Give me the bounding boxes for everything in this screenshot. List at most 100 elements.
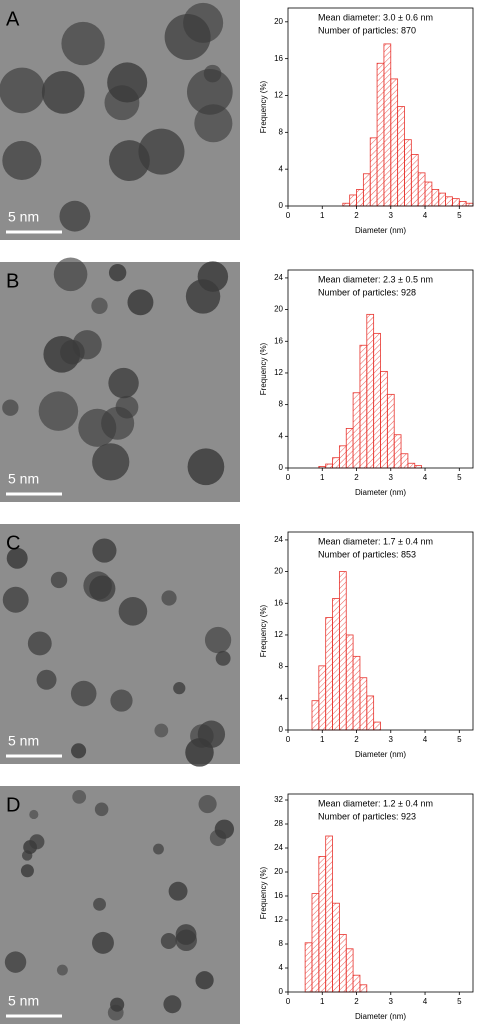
x-tick-label: 2	[354, 473, 359, 482]
y-tick-label: 4	[279, 164, 284, 173]
bar	[424, 181, 433, 207]
x-axis-label: Diameter (nm)	[355, 750, 406, 759]
x-tick-label: 2	[354, 211, 359, 220]
bar	[369, 137, 378, 207]
x-tick-label: 4	[423, 473, 428, 482]
panel-label: C	[6, 532, 20, 554]
particle	[29, 809, 39, 820]
panel-label: B	[6, 270, 19, 292]
particle	[61, 21, 105, 66]
bar	[311, 700, 320, 731]
particle	[83, 571, 112, 600]
x-tick-label: 0	[286, 735, 291, 744]
particle	[138, 128, 185, 175]
scale-bar-label: 5 nm	[8, 471, 39, 487]
particle	[198, 795, 217, 814]
x-tick-label: 5	[457, 997, 462, 1006]
particle	[71, 743, 87, 759]
bar	[332, 598, 340, 731]
x-tick-label: 3	[389, 211, 394, 220]
bar	[373, 721, 381, 731]
bar	[349, 194, 357, 207]
bar	[417, 172, 426, 207]
bar	[386, 393, 395, 469]
bar	[410, 154, 419, 207]
bar	[431, 189, 440, 207]
particle	[20, 864, 34, 878]
bar	[345, 427, 354, 469]
bar	[458, 200, 467, 207]
y-tick-label: 16	[274, 598, 283, 607]
particle	[36, 669, 57, 690]
bar	[318, 665, 327, 731]
y-tick-label: 12	[274, 630, 283, 639]
particle	[104, 85, 140, 121]
bar	[356, 189, 364, 207]
panel-label: D	[6, 794, 20, 816]
y-tick-label: 20	[274, 867, 283, 876]
y-tick-label: 4	[279, 431, 284, 440]
particle	[2, 586, 29, 613]
particle	[92, 443, 130, 481]
x-tick-label: 1	[320, 473, 325, 482]
bar	[400, 453, 409, 469]
y-tick-label: 24	[274, 535, 283, 544]
particle	[173, 682, 186, 695]
particle	[4, 951, 27, 973]
bar	[311, 893, 320, 993]
y-axis-label: Frequency (%)	[259, 866, 268, 919]
particle	[204, 626, 232, 654]
bar	[332, 457, 340, 469]
y-tick-label: 20	[274, 17, 283, 26]
particle	[118, 597, 148, 626]
particle	[0, 67, 45, 114]
bar	[380, 370, 388, 469]
bar	[345, 634, 354, 731]
annotation: Mean diameter: 3.0 ± 0.6 nm	[318, 12, 433, 22]
bar	[304, 942, 313, 993]
particle	[92, 931, 114, 954]
particle	[101, 406, 135, 440]
bar	[404, 139, 412, 207]
annotation: Mean diameter: 1.2 ± 0.4 nm	[318, 798, 433, 808]
particle	[194, 104, 233, 143]
particle	[160, 933, 177, 949]
particle	[23, 840, 37, 854]
x-tick-label: 1	[320, 997, 325, 1006]
bar	[342, 202, 351, 207]
particle	[70, 680, 97, 707]
particle	[59, 200, 91, 232]
bar	[452, 198, 460, 207]
plot-frame	[287, 7, 474, 207]
particle	[92, 538, 117, 563]
bar	[390, 78, 399, 207]
y-tick-label: 20	[274, 305, 283, 314]
particle	[56, 964, 68, 976]
particle	[108, 263, 127, 282]
annotation: Number of particles: 853	[318, 549, 416, 559]
bar	[393, 434, 402, 469]
particle	[72, 790, 87, 804]
bar	[376, 62, 385, 207]
particle	[108, 367, 139, 399]
y-axis-label: Frequency (%)	[259, 604, 268, 657]
plot-frame	[287, 531, 474, 731]
y-axis-label: Frequency (%)	[259, 342, 268, 395]
particle	[6, 547, 28, 569]
particle	[153, 843, 164, 855]
particle	[27, 631, 52, 656]
y-tick-label: 0	[279, 463, 284, 472]
bar	[362, 173, 371, 207]
particle	[197, 720, 226, 748]
annotation: Mean diameter: 2.3 ± 0.5 nm	[318, 274, 433, 284]
bar	[352, 655, 361, 731]
bar	[465, 202, 474, 207]
plot-frame	[287, 269, 474, 469]
y-tick-label: 28	[274, 819, 283, 828]
bar	[345, 948, 354, 993]
y-tick-label: 24	[274, 843, 283, 852]
bar	[332, 902, 340, 993]
y-tick-label: 0	[279, 201, 284, 210]
bar	[359, 677, 368, 731]
